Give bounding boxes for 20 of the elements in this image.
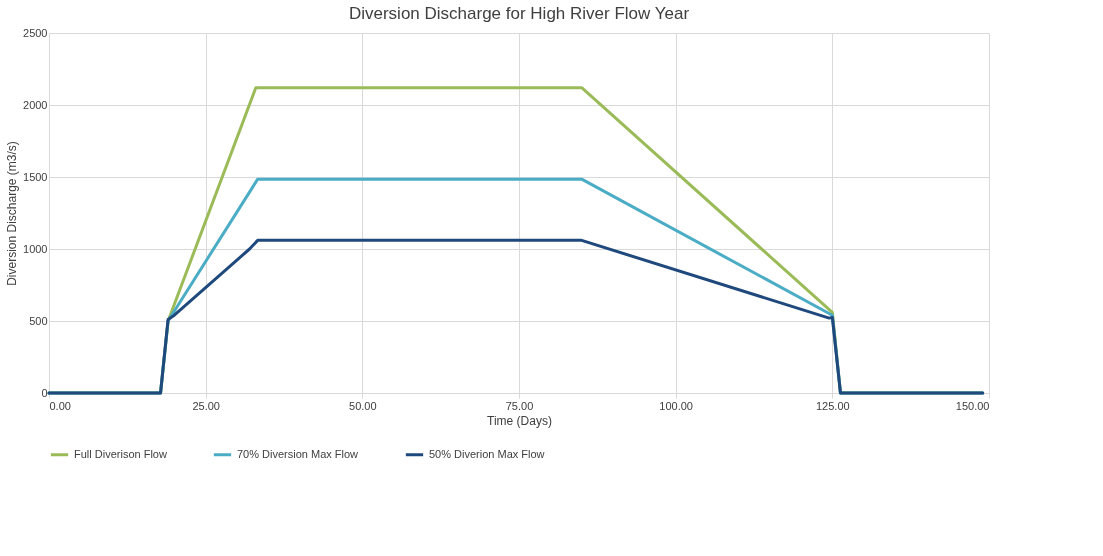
line-series xyxy=(47,238,985,395)
y-tick-label: 2000 xyxy=(23,98,48,111)
legend-label: 70% Diversion Max Flow xyxy=(237,447,359,460)
y-tick-label: 500 xyxy=(29,314,48,327)
legend-label: Full Diverison Flow xyxy=(74,447,167,460)
x-axis-title: Time (Days) xyxy=(487,413,552,428)
x-tick-label: 25.00 xyxy=(192,399,220,412)
x-tick-label: 50.00 xyxy=(349,399,377,412)
y-axis-title: Diversion Discharge (m3/s) xyxy=(5,141,20,286)
x-tick-label: 100.00 xyxy=(659,399,693,412)
y-tick-label: 0 xyxy=(41,386,48,399)
x-tick-label: 125.00 xyxy=(816,399,850,412)
x-tick-label: 150.00 xyxy=(955,399,990,412)
y-tick-label: 1500 xyxy=(23,170,48,183)
y-tick-label: 2500 xyxy=(23,26,48,39)
legend-label: 50% Diverion Max Flow xyxy=(429,447,545,460)
x-tick-label: 0.00 xyxy=(49,399,71,412)
y-tick-label: 1000 xyxy=(23,242,48,255)
x-tick-label: 75.00 xyxy=(505,399,534,412)
chart-title: Diversion Discharge for High River Flow Year xyxy=(348,4,690,23)
